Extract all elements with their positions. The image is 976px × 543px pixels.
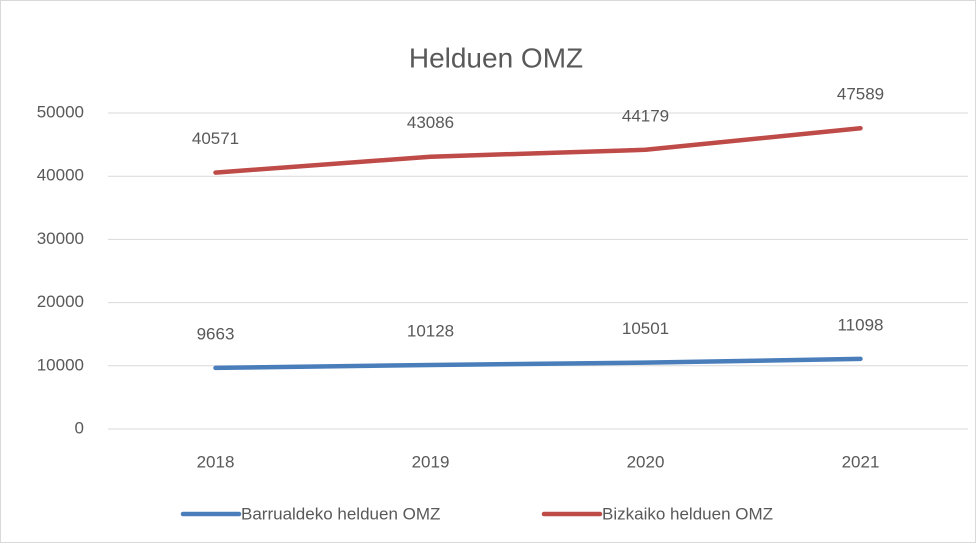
data-label: 40571 — [192, 129, 239, 148]
legend-label: Barrualdeko helduen OMZ — [241, 504, 440, 523]
x-tick-label: 2019 — [412, 452, 450, 471]
series-line — [213, 356, 863, 371]
data-label: 47589 — [837, 85, 884, 104]
data-label: 11098 — [837, 315, 883, 334]
data-label: 10501 — [622, 319, 669, 338]
data-label: 10128 — [407, 321, 454, 340]
chart-title: Helduen OMZ — [409, 42, 583, 73]
y-tick-label: 10000 — [37, 355, 84, 374]
y-tick-label: 50000 — [37, 102, 84, 121]
series-line — [213, 125, 863, 175]
data-label: 43086 — [407, 113, 454, 132]
legend-label: Bizkaiko helduen OMZ — [602, 504, 773, 523]
data-label: 9663 — [197, 324, 235, 343]
x-tick-label: 2020 — [627, 452, 665, 471]
y-tick-label: 0 — [75, 418, 84, 437]
y-tick-label: 30000 — [37, 229, 84, 248]
x-tick-label: 2018 — [197, 452, 235, 471]
y-tick-label: 40000 — [37, 166, 84, 185]
y-tick-label: 20000 — [37, 292, 84, 311]
x-tick-label: 2021 — [842, 452, 880, 471]
data-label: 44179 — [622, 106, 669, 125]
